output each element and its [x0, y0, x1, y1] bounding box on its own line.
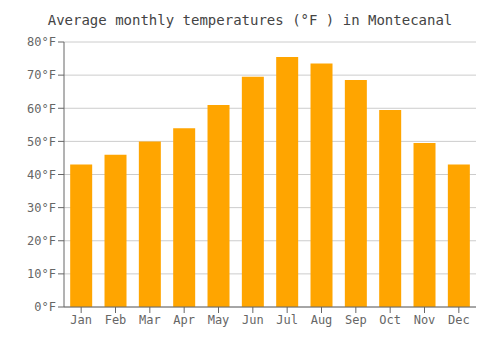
svg-text:Jan: Jan [70, 313, 92, 327]
svg-text:70°F: 70°F [27, 68, 56, 82]
svg-text:Nov: Nov [414, 313, 436, 327]
svg-text:0°F: 0°F [34, 300, 56, 314]
svg-text:Oct: Oct [379, 313, 401, 327]
svg-text:50°F: 50°F [27, 135, 56, 149]
svg-text:Sep: Sep [345, 313, 367, 327]
svg-text:Jun: Jun [242, 313, 264, 327]
svg-text:60°F: 60°F [27, 102, 56, 116]
svg-text:Dec: Dec [448, 313, 470, 327]
svg-text:10°F: 10°F [27, 267, 56, 281]
svg-text:Jul: Jul [276, 313, 298, 327]
html-text:Average monthly temperatures (: Average monthly temperatures (°F ) in Mo… [47, 12, 453, 28]
svg-text:80°F: 80°F [27, 35, 56, 49]
svg-text:Mar: Mar [139, 313, 161, 327]
svg-text:May: May [208, 313, 230, 327]
svg-text:Feb: Feb [105, 313, 127, 327]
svg-text:20°F: 20°F [27, 234, 56, 248]
svg-text:40°F: 40°F [27, 168, 56, 182]
svg-text:Apr: Apr [173, 313, 195, 327]
svg-text:Aug: Aug [311, 313, 333, 327]
svg-text:30°F: 30°F [27, 201, 56, 215]
